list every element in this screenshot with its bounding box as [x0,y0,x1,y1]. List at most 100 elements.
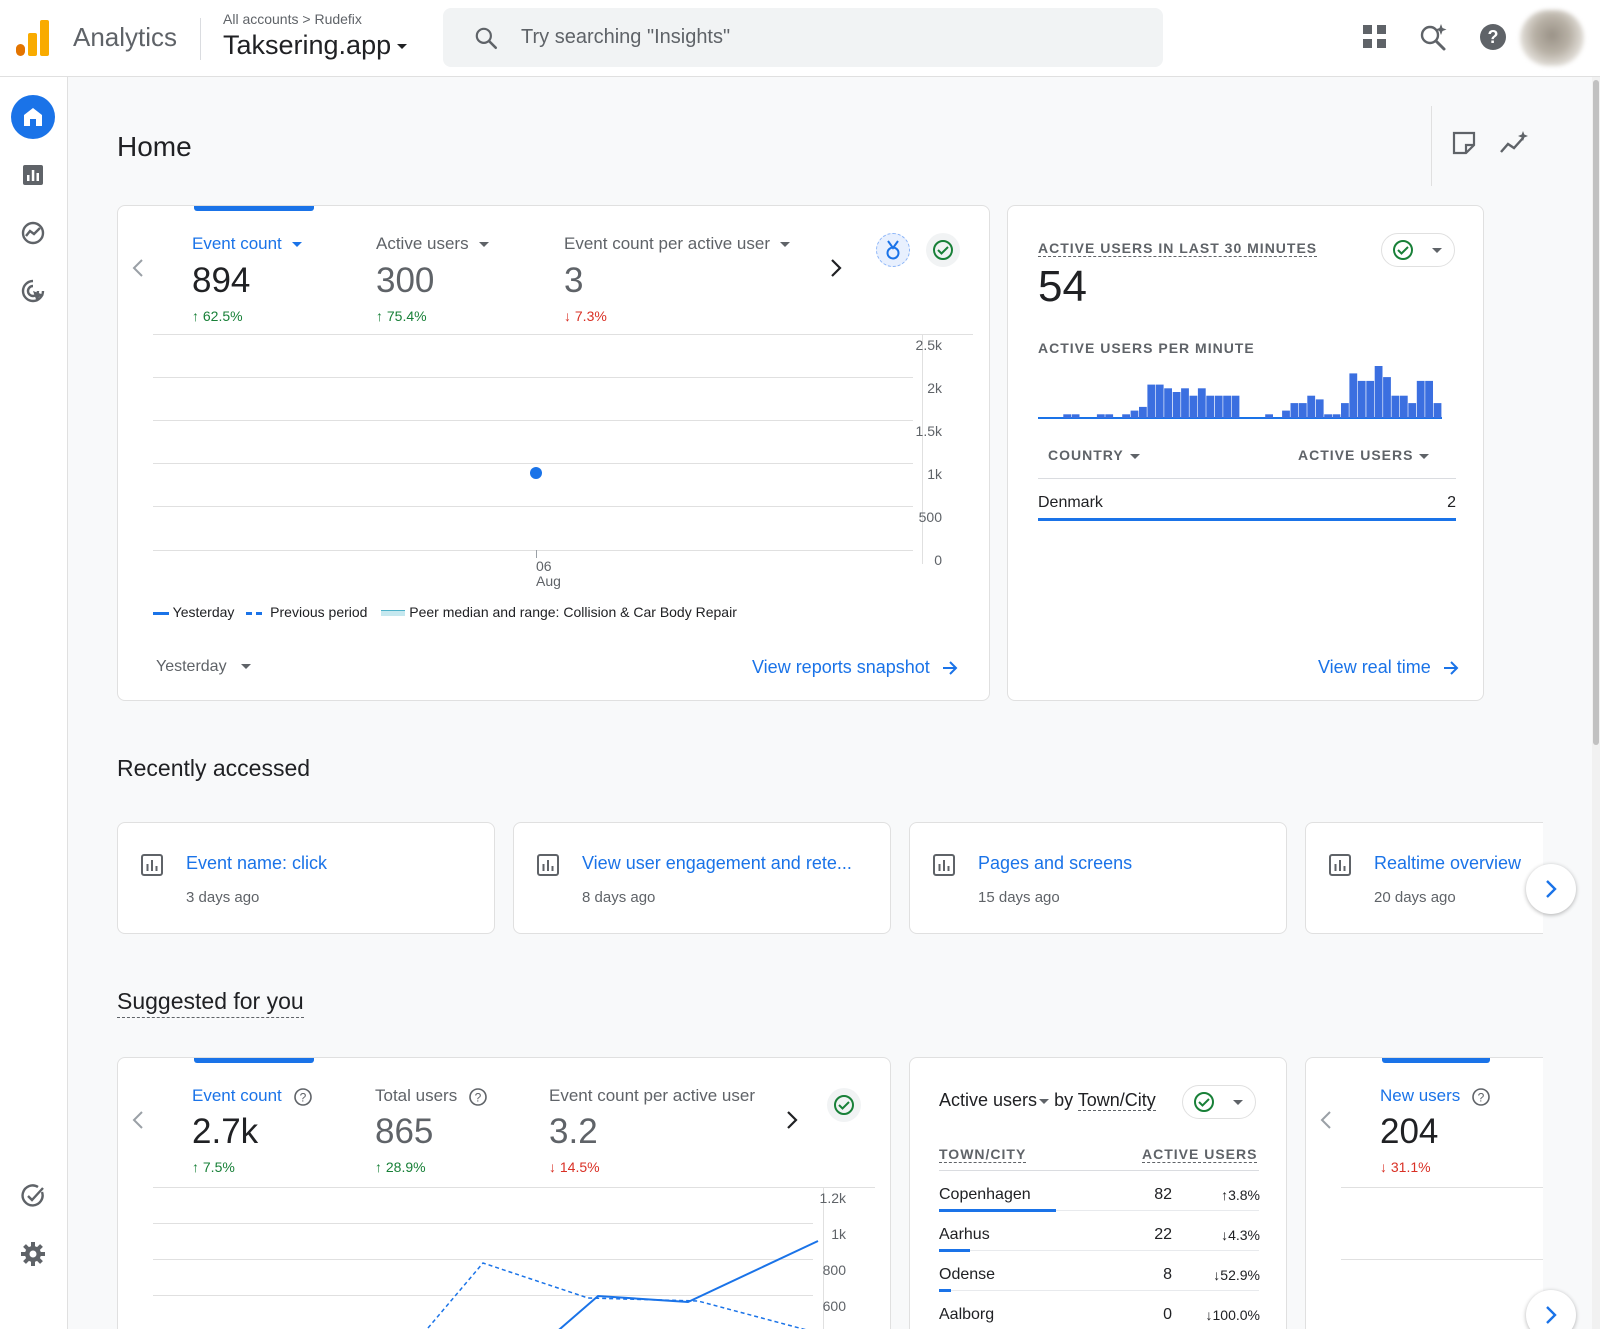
analytics-logo-icon[interactable] [16,20,50,56]
minute-bar [1071,414,1080,418]
arrow-up-icon: ↑ [375,1159,386,1175]
gridline [153,1187,875,1188]
search-bar[interactable] [443,8,1163,67]
report-icon [537,854,559,876]
apps-grid-icon[interactable] [1360,22,1390,52]
nav-admin[interactable] [11,1232,55,1276]
active-users-by-city-card: Active users by Town/City TOWN/CITY ACTI… [909,1057,1287,1329]
arrow-up-icon: ↑ [1221,1187,1229,1203]
metric-label[interactable]: New users ? [1380,1086,1491,1107]
country-cell: Denmark [1038,494,1103,511]
chevron-left-icon[interactable] [1318,1108,1334,1132]
minute-bar [1357,380,1366,418]
col-active-users-header[interactable]: ACTIVE USERS [1298,447,1430,463]
share-bar [1038,518,1456,521]
realtime-status-menu[interactable] [1381,233,1455,267]
arrow-up-icon: ↑ [376,308,387,324]
recent-next-button[interactable] [1526,864,1576,914]
status-menu[interactable] [1182,1085,1256,1119]
caret-down-icon [397,44,408,50]
note-icon[interactable] [1451,130,1477,156]
recent-item[interactable]: Event name: click 3 days ago [117,822,495,934]
chevron-right-icon[interactable] [828,256,844,280]
share-bar [939,1289,951,1292]
minute-bar [1265,414,1273,418]
chevron-left-icon[interactable] [130,256,146,280]
metric-value: 894 [192,261,251,300]
breadcrumb-account[interactable]: All accounts [223,11,299,27]
arrow-down-icon: ↓ [1380,1159,1391,1175]
status-check-badge[interactable] [926,233,960,267]
status-check-badge[interactable] [827,1088,861,1122]
svg-text:?: ? [475,1090,482,1104]
nav-explore[interactable] [11,211,55,255]
data-point[interactable] [530,466,542,479]
search-insights-icon[interactable] [1418,22,1448,52]
selected-tab-indicator [194,1058,314,1063]
arrow-right-icon [942,661,958,675]
breadcrumb-property[interactable]: Rudefix [314,11,362,27]
property-selector[interactable]: Taksering.app [223,30,408,61]
gridline [153,1295,813,1296]
medal-icon [886,240,900,260]
metric-value: 2.7k [192,1112,259,1151]
suggested-line-chart [427,1240,819,1329]
col-city-header[interactable]: TOWN/CITY [939,1146,1027,1163]
help-icon[interactable]: ? [1478,22,1508,52]
metric-value: 3 [564,261,584,300]
minute-bar [1096,414,1105,418]
nav-configure[interactable] [11,1174,55,1218]
chevron-right-icon [1546,880,1557,898]
y-tick-label: 2k [927,380,942,396]
date-range-selector[interactable]: Yesterday [156,658,251,676]
metric-value: 300 [376,261,435,300]
metric-delta: ↓ 31.1% [1380,1159,1431,1175]
suggested-next-button[interactable] [1526,1290,1576,1329]
report-icon [141,854,163,876]
y-tick-label: 1.2k [819,1190,846,1206]
y-tick-label: 2.5k [915,337,942,353]
metric-label: Total users ? [375,1086,488,1107]
metric-selector[interactable]: Active users [939,1090,1050,1110]
realtime-card: ACTIVE USERS IN LAST 30 MINUTES 54 ACTIV… [1007,205,1484,701]
col-active-users-header[interactable]: ACTIVE USERS [1142,1146,1258,1163]
view-real-time-link[interactable]: View real time [1318,657,1460,678]
view-reports-snapshot-link[interactable]: View reports snapshot [752,657,959,678]
realtime-title: ACTIVE USERS IN LAST 30 MINUTES [1038,240,1318,257]
col-country-header[interactable]: COUNTRY [1048,447,1140,463]
arrow-up-icon: ↑ [192,308,203,324]
metric-value: 204 [1380,1112,1439,1151]
recent-item[interactable]: View user engagement and rete... 8 days … [513,822,891,934]
nav-home[interactable] [11,95,55,139]
minute-bar [1383,377,1391,418]
metric-delta: ↑ 28.9% [375,1159,426,1175]
benchmark-badge[interactable] [876,233,910,267]
city-cell: Copenhagen [939,1186,1031,1203]
minute-bar [1197,388,1206,418]
gridline [1341,1187,1543,1188]
y-tick-label: 1k [927,466,942,482]
breadcrumb[interactable]: All accounts > Rudefix [223,11,362,27]
metric-delta: ↑ 7.5% [192,1159,235,1175]
search-input[interactable] [521,8,1121,67]
metric-label: Active users [376,234,489,254]
suggested-overview-card: Event count ? 2.7k ↑ 7.5% Total users ? … [117,1057,891,1329]
insights-icon[interactable] [1499,130,1529,156]
minute-bar [1147,384,1156,418]
suggested-title: Suggested for you [117,988,304,1018]
nav-advertising[interactable] [11,269,55,313]
help-outline-icon[interactable]: ? [293,1087,313,1107]
dimension-selector[interactable]: Town/City [1077,1090,1156,1111]
check-circle-icon [21,1184,44,1207]
scrollbar-thumb[interactable] [1593,80,1599,745]
help-outline-icon[interactable]: ? [1471,1087,1491,1107]
chevron-right-icon[interactable] [784,1108,800,1132]
recent-item[interactable]: Pages and screens 15 days ago [909,822,1287,934]
recent-item[interactable]: Realtime overview 20 days ago [1305,822,1543,934]
avatar[interactable] [1520,10,1584,66]
chevron-left-icon[interactable] [130,1108,146,1132]
nav-reports[interactable] [11,153,55,197]
users-cell: 22 [1154,1226,1172,1243]
minute-bar [1366,380,1375,418]
help-outline-icon[interactable]: ? [468,1087,488,1107]
